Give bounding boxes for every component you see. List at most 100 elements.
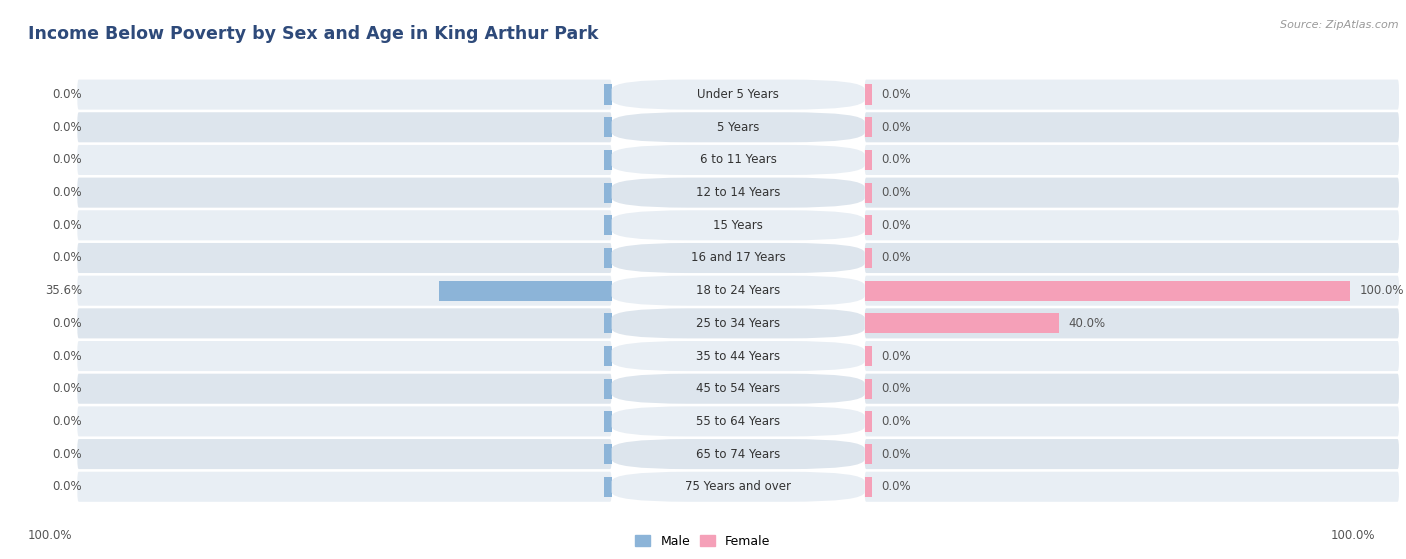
Bar [605,248,612,268]
Text: Under 5 Years: Under 5 Years [697,88,779,101]
Bar [865,182,872,203]
Bar [865,117,872,138]
Text: 0.0%: 0.0% [52,317,82,330]
FancyBboxPatch shape [865,309,1399,338]
Bar [605,346,612,366]
Bar [439,281,612,301]
Text: Source: ZipAtlas.com: Source: ZipAtlas.com [1281,20,1399,30]
Text: 0.0%: 0.0% [52,480,82,493]
FancyBboxPatch shape [865,406,1399,437]
Text: 75 Years and over: 75 Years and over [685,480,792,493]
FancyBboxPatch shape [865,145,1399,175]
Text: 0.0%: 0.0% [882,480,911,493]
Text: 0.0%: 0.0% [52,121,82,134]
Bar [605,215,612,235]
Text: 6 to 11 Years: 6 to 11 Years [700,154,776,167]
Bar [865,346,872,366]
Text: 0.0%: 0.0% [882,154,911,167]
FancyBboxPatch shape [865,178,1399,208]
Bar [605,117,612,138]
FancyBboxPatch shape [612,178,865,208]
Text: 0.0%: 0.0% [52,88,82,101]
Bar [605,444,612,464]
FancyBboxPatch shape [77,276,612,306]
Text: 0.0%: 0.0% [52,219,82,232]
Text: 5 Years: 5 Years [717,121,759,134]
FancyBboxPatch shape [77,439,612,469]
Text: 0.0%: 0.0% [52,252,82,264]
FancyBboxPatch shape [77,178,612,208]
Bar [865,313,1059,334]
Bar [865,84,872,105]
Text: 16 and 17 Years: 16 and 17 Years [690,252,786,264]
Text: 100.0%: 100.0% [28,529,73,542]
FancyBboxPatch shape [612,276,865,306]
FancyBboxPatch shape [612,472,865,502]
FancyBboxPatch shape [865,243,1399,273]
Bar [865,248,872,268]
Text: 0.0%: 0.0% [882,88,911,101]
Text: 25 to 34 Years: 25 to 34 Years [696,317,780,330]
FancyBboxPatch shape [612,145,865,175]
Text: 0.0%: 0.0% [52,382,82,395]
FancyBboxPatch shape [77,243,612,273]
Text: 0.0%: 0.0% [882,252,911,264]
Text: 0.0%: 0.0% [882,448,911,461]
FancyBboxPatch shape [865,439,1399,469]
Text: 15 Years: 15 Years [713,219,763,232]
FancyBboxPatch shape [865,79,1399,110]
FancyBboxPatch shape [612,373,865,404]
FancyBboxPatch shape [77,406,612,437]
Text: 12 to 14 Years: 12 to 14 Years [696,186,780,199]
FancyBboxPatch shape [77,145,612,175]
FancyBboxPatch shape [77,79,612,110]
FancyBboxPatch shape [612,341,865,371]
Bar [865,281,1350,301]
FancyBboxPatch shape [77,472,612,502]
Text: 0.0%: 0.0% [52,349,82,363]
Text: 100.0%: 100.0% [1330,529,1375,542]
Bar [865,411,872,432]
Text: 100.0%: 100.0% [1360,284,1405,297]
Text: 0.0%: 0.0% [882,415,911,428]
Bar [605,378,612,399]
Text: 65 to 74 Years: 65 to 74 Years [696,448,780,461]
Bar [605,182,612,203]
Text: 0.0%: 0.0% [52,448,82,461]
FancyBboxPatch shape [77,373,612,404]
Text: 18 to 24 Years: 18 to 24 Years [696,284,780,297]
FancyBboxPatch shape [612,243,865,273]
FancyBboxPatch shape [77,341,612,371]
Bar [865,215,872,235]
Text: 35.6%: 35.6% [45,284,82,297]
FancyBboxPatch shape [865,276,1399,306]
Text: 55 to 64 Years: 55 to 64 Years [696,415,780,428]
Bar [605,313,612,334]
Text: 0.0%: 0.0% [882,186,911,199]
Text: 0.0%: 0.0% [52,415,82,428]
Text: 0.0%: 0.0% [52,154,82,167]
Bar [605,477,612,497]
FancyBboxPatch shape [612,79,865,110]
Bar [605,84,612,105]
Bar [605,411,612,432]
Text: 0.0%: 0.0% [882,121,911,134]
Bar [605,150,612,170]
FancyBboxPatch shape [865,373,1399,404]
Text: 0.0%: 0.0% [882,219,911,232]
Text: 40.0%: 40.0% [1069,317,1105,330]
FancyBboxPatch shape [865,210,1399,240]
Text: Income Below Poverty by Sex and Age in King Arthur Park: Income Below Poverty by Sex and Age in K… [28,25,599,43]
FancyBboxPatch shape [612,406,865,437]
FancyBboxPatch shape [77,210,612,240]
FancyBboxPatch shape [865,472,1399,502]
Text: 0.0%: 0.0% [882,349,911,363]
FancyBboxPatch shape [77,309,612,338]
FancyBboxPatch shape [865,112,1399,143]
Text: 35 to 44 Years: 35 to 44 Years [696,349,780,363]
FancyBboxPatch shape [77,112,612,143]
Bar [865,378,872,399]
Text: 0.0%: 0.0% [52,186,82,199]
FancyBboxPatch shape [612,112,865,143]
FancyBboxPatch shape [612,210,865,240]
